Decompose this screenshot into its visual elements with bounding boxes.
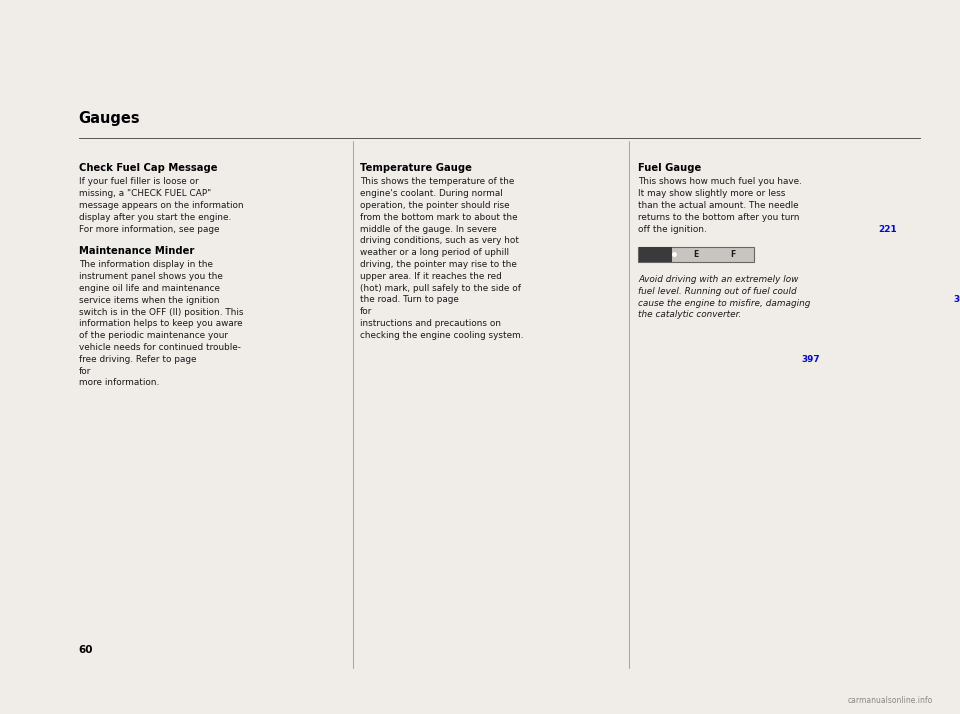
Text: vehicle needs for continued trouble-: vehicle needs for continued trouble- <box>79 343 241 352</box>
Text: Check Fuel Cap Message: Check Fuel Cap Message <box>79 163 217 173</box>
Text: more information.: more information. <box>79 378 159 387</box>
Text: This shows the temperature of the: This shows the temperature of the <box>360 178 515 186</box>
Text: for: for <box>360 307 372 316</box>
Text: (hot) mark, pull safely to the side of: (hot) mark, pull safely to the side of <box>360 283 521 293</box>
Text: operation, the pointer should rise: operation, the pointer should rise <box>360 201 510 210</box>
Text: display after you start the engine.: display after you start the engine. <box>79 213 231 222</box>
Text: 60: 60 <box>79 645 93 655</box>
Text: engine oil life and maintenance: engine oil life and maintenance <box>79 284 220 293</box>
Text: switch is in the OFF (II) position. This: switch is in the OFF (II) position. This <box>79 308 243 316</box>
Text: fuel level. Running out of fuel could: fuel level. Running out of fuel could <box>638 287 797 296</box>
Text: of the periodic maintenance your: of the periodic maintenance your <box>79 331 228 340</box>
Text: E: E <box>693 250 699 259</box>
Text: driving conditions, such as very hot: driving conditions, such as very hot <box>360 236 519 246</box>
Text: This shows how much fuel you have.: This shows how much fuel you have. <box>638 178 803 186</box>
Text: checking the engine cooling system.: checking the engine cooling system. <box>360 331 523 340</box>
Text: Temperature Gauge: Temperature Gauge <box>360 163 472 173</box>
Text: It may show slightly more or less: It may show slightly more or less <box>638 189 786 198</box>
Text: service items when the ignition: service items when the ignition <box>79 296 219 305</box>
Text: Avoid driving with an extremely low: Avoid driving with an extremely low <box>638 275 799 284</box>
Text: F: F <box>731 250 735 259</box>
Text: for: for <box>79 366 91 376</box>
Text: message appears on the information: message appears on the information <box>79 201 243 210</box>
FancyBboxPatch shape <box>639 247 672 261</box>
Text: 221: 221 <box>878 225 898 233</box>
Text: free driving. Refer to page: free driving. Refer to page <box>79 355 199 363</box>
Text: from the bottom mark to about the: from the bottom mark to about the <box>360 213 517 222</box>
Text: 397: 397 <box>953 296 960 304</box>
Text: For more information, see page: For more information, see page <box>79 225 222 233</box>
Text: If your fuel filler is loose or: If your fuel filler is loose or <box>79 178 199 186</box>
Text: information helps to keep you aware: information helps to keep you aware <box>79 319 242 328</box>
Text: Maintenance Minder: Maintenance Minder <box>79 246 194 256</box>
Text: Gauges: Gauges <box>79 111 140 126</box>
Text: returns to the bottom after you turn: returns to the bottom after you turn <box>638 213 800 222</box>
Text: carmanualsonline.info: carmanualsonline.info <box>848 696 933 705</box>
Text: than the actual amount. The needle: than the actual amount. The needle <box>638 201 799 210</box>
Text: weather or a long period of uphill: weather or a long period of uphill <box>360 248 509 257</box>
Text: driving, the pointer may rise to the: driving, the pointer may rise to the <box>360 260 516 269</box>
Text: engine's coolant. During normal: engine's coolant. During normal <box>360 189 503 198</box>
Text: cause the engine to misfire, damaging: cause the engine to misfire, damaging <box>638 298 811 308</box>
Text: off the ignition.: off the ignition. <box>638 225 708 233</box>
FancyBboxPatch shape <box>638 246 754 262</box>
Text: the road. Turn to page: the road. Turn to page <box>360 296 462 304</box>
Text: Fuel Gauge: Fuel Gauge <box>638 163 702 173</box>
Text: instructions and precautions on: instructions and precautions on <box>360 319 501 328</box>
Text: 397: 397 <box>802 355 820 363</box>
Text: the catalytic converter.: the catalytic converter. <box>638 311 742 319</box>
Text: instrument panel shows you the: instrument panel shows you the <box>79 272 223 281</box>
Text: The information display in the: The information display in the <box>79 261 213 269</box>
Text: missing, a "CHECK FUEL CAP": missing, a "CHECK FUEL CAP" <box>79 189 211 198</box>
Text: middle of the gauge. In severe: middle of the gauge. In severe <box>360 225 496 233</box>
Text: upper area. If it reaches the red: upper area. If it reaches the red <box>360 272 502 281</box>
